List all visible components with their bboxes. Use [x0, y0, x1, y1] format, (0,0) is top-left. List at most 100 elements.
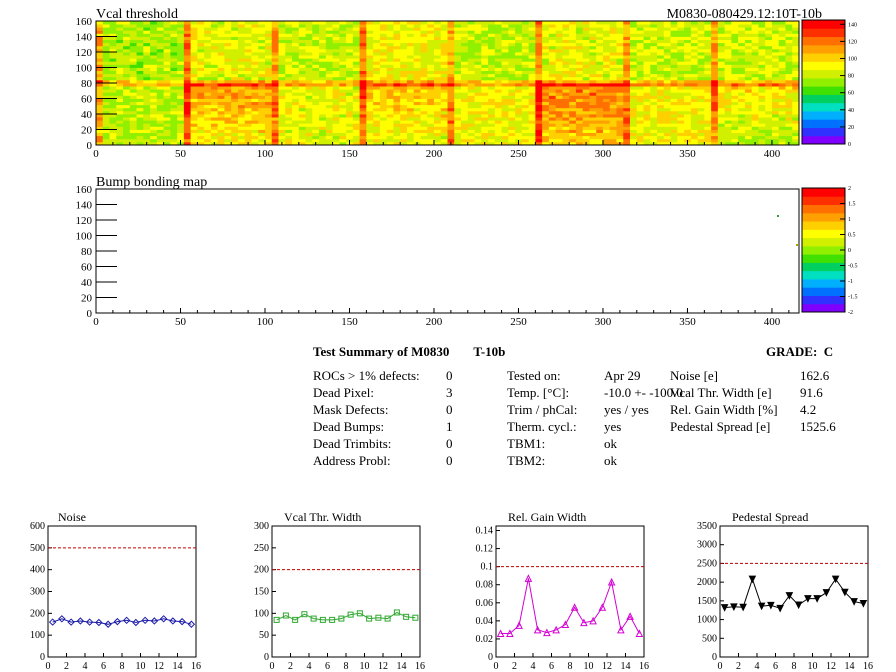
heatmap-cell: [765, 27, 773, 31]
heatmap-cell: [136, 120, 144, 124]
heatmap-cell: [521, 101, 530, 106]
heatmap-cell: [325, 48, 333, 53]
heatmap-cell: [724, 110, 732, 115]
heatmap-cell: [744, 36, 753, 40]
heatmap-cell: [630, 21, 638, 25]
heatmap-cell: [156, 86, 164, 90]
heatmap-cell: [569, 117, 577, 121]
heatmap-cell: [123, 21, 131, 25]
heatmap-cell: [325, 120, 333, 124]
y-tick-label: 60: [81, 94, 93, 106]
data-point: [767, 601, 775, 610]
data-point: [524, 574, 533, 582]
heatmap-cell: [589, 126, 597, 130]
heatmap-cell: [467, 24, 475, 28]
heatmap-cell: [123, 92, 131, 96]
heatmap-cell: [609, 132, 617, 137]
heatmap-cell: [285, 45, 293, 50]
heatmap-cell: [555, 61, 563, 65]
heatmap-cell: [386, 89, 394, 93]
heatmap-cell: [109, 126, 117, 130]
heatmap-cell: [156, 129, 164, 133]
heatmap-cell: [217, 67, 225, 71]
heatmap-cell: [156, 36, 164, 40]
heatmap-cell: [109, 42, 117, 47]
heatmap-cell: [596, 92, 604, 96]
heatmap-cell: [670, 86, 678, 90]
heatmap-cell: [244, 61, 252, 65]
heatmap-cell: [738, 33, 746, 37]
heatmap-cell: [325, 21, 333, 25]
heatmap-cell: [373, 114, 381, 118]
heatmap-cell: [609, 98, 617, 102]
heatmap-cell: [136, 141, 144, 146]
heatmap-cell: [420, 24, 428, 28]
heatmap-cell: [785, 123, 793, 127]
heatmap-cell: [143, 39, 151, 44]
heatmap-cell: [731, 120, 739, 124]
heatmap-cell: [521, 24, 530, 28]
heatmap-cell: [109, 45, 117, 50]
heatmap-cell: [461, 64, 469, 68]
heatmap-cell: [474, 117, 482, 121]
heatmap-cell: [467, 138, 475, 143]
heatmap-cell: [251, 61, 259, 65]
heatmap-cell: [575, 45, 584, 50]
heatmap-cell: [359, 117, 367, 121]
heatmap-cell: [217, 132, 225, 137]
heatmap-cell: [508, 33, 516, 37]
heatmap-cell: [771, 123, 780, 127]
heatmap-cell: [96, 27, 104, 31]
heatmap-cell: [562, 67, 570, 71]
heatmap-cell: [129, 114, 137, 118]
heatmap-cell: [636, 107, 644, 112]
heatmap-cell: [251, 123, 259, 127]
summary-value: ok: [604, 436, 617, 451]
heatmap-cell: [704, 79, 712, 84]
heatmap-cell: [264, 98, 273, 102]
heatmap-cell: [305, 138, 313, 143]
heatmap-cell: [156, 79, 164, 84]
heatmap-cell: [623, 132, 631, 137]
heatmap-cell: [305, 67, 313, 71]
heatmap-cell: [542, 120, 550, 124]
heatmap-cell: [704, 64, 712, 68]
heatmap-cell: [210, 83, 219, 87]
heatmap-cell: [528, 79, 536, 84]
data-point: [533, 625, 542, 634]
heatmap-cell: [616, 138, 624, 143]
heatmap-cell: [258, 141, 266, 146]
heatmap-cell: [657, 98, 665, 102]
heatmap-cell: [190, 48, 198, 53]
heatmap-cell: [373, 73, 381, 78]
heatmap-cell: [379, 89, 388, 93]
heatmap-cell: [366, 92, 374, 96]
heatmap-cell: [623, 42, 631, 47]
heatmap-cell: [400, 114, 408, 118]
heatmap-cell: [224, 58, 232, 62]
heatmap-cell: [210, 73, 219, 78]
x-tick-label: 2: [736, 661, 741, 672]
heatmap-cell: [237, 45, 246, 50]
heatmap-cell: [596, 117, 604, 121]
data-point: [859, 599, 868, 608]
heatmap-cell: [305, 70, 313, 75]
heatmap-cell: [474, 67, 482, 71]
heatmap-cell: [177, 61, 185, 65]
heatmap-cell: [373, 107, 381, 112]
data-point: [730, 603, 738, 611]
heatmap-cell: [542, 24, 550, 28]
heatmap-cell: [373, 141, 381, 146]
heatmap-cell: [569, 107, 577, 112]
heatmap-cell: [677, 48, 685, 53]
heatmap-cell: [744, 73, 753, 78]
heatmap-cell: [636, 73, 644, 78]
heatmap-cell: [440, 64, 448, 68]
heatmap-cell: [582, 45, 590, 50]
data-point: [95, 618, 103, 627]
heatmap-cell: [278, 30, 286, 34]
heatmap-cell: [163, 70, 171, 75]
heatmap-cell: [143, 45, 151, 50]
heatmap-cell: [684, 45, 692, 50]
heatmap-cell: [643, 114, 651, 118]
